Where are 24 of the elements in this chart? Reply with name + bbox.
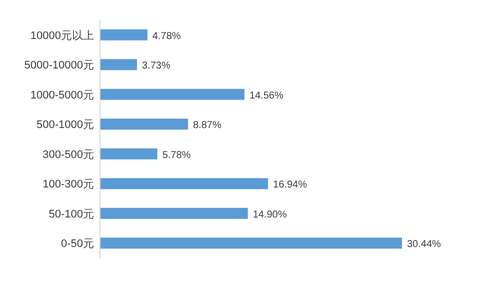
y-tick-label: 0-50元 [60,238,94,250]
data-label: 3.73% [142,60,170,72]
bar [100,148,158,160]
bar [100,59,138,70]
bar [100,238,402,249]
bar [100,208,248,219]
data-label: 8.87% [193,120,222,132]
bar [100,178,268,190]
y-tick-label: 100-300元 [42,178,94,191]
y-tick-label: 500-1000元 [36,119,94,132]
y-tick-label: 50-100元 [48,208,94,220]
bar [100,118,188,130]
data-label: 14.90% [252,209,287,220]
data-label: 14.56% [249,90,284,102]
bar [100,88,244,100]
bar [100,29,148,40]
y-tick-label: 10000元以上 [30,28,94,42]
data-label: 4.78% [152,30,181,42]
data-label: 30.44% [407,239,442,250]
y-tick-label: 5000-10000元 [24,60,94,72]
y-tick-label: 1000-5000元 [30,89,94,102]
data-label: 16.94% [273,180,308,191]
data-label: 5.78% [162,150,191,161]
y-tick-label: 300-500元 [42,148,94,161]
